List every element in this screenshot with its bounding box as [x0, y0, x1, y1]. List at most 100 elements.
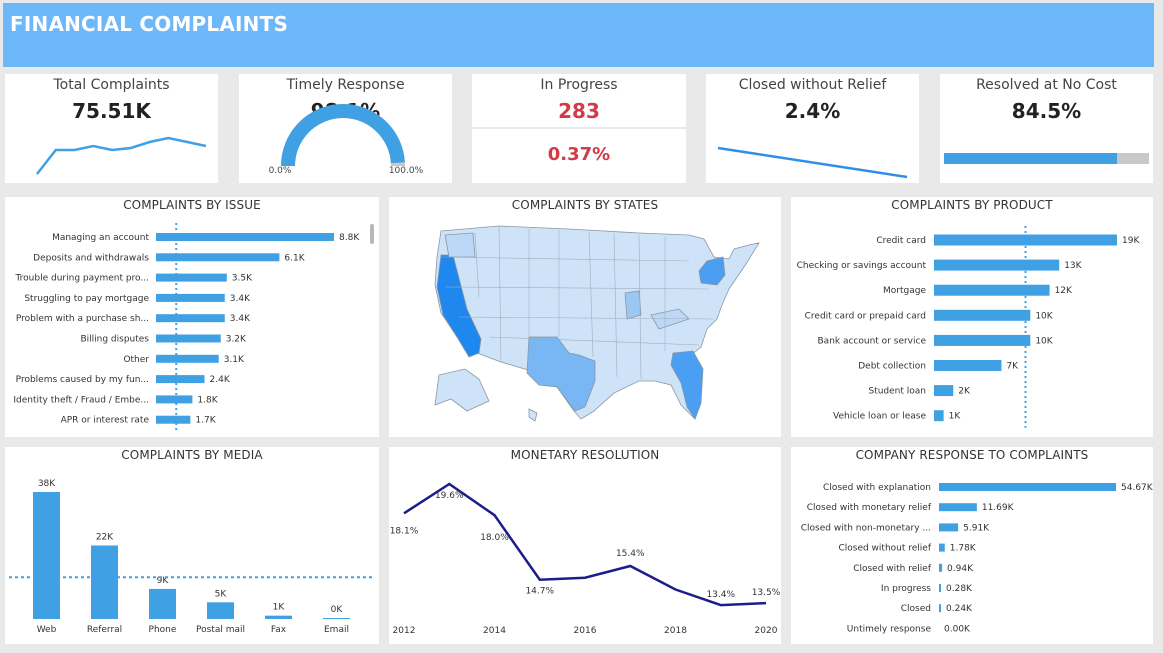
- bar: [156, 233, 334, 241]
- panel-title: COMPLAINTS BY STATES: [511, 198, 659, 212]
- kpi-in-progress[interactable]: In Progress 283 0.37%: [472, 74, 686, 183]
- point-label: 19.6%: [435, 491, 464, 501]
- bar: [939, 523, 959, 532]
- product-bar-chart: Credit card 19K Checking or savings accoun…: [797, 226, 1140, 428]
- bar-category-label: Billing disputes: [80, 335, 149, 345]
- state-california: [436, 254, 482, 358]
- state-borders: [440, 226, 714, 380]
- gauge-min-label: 0.0%: [269, 166, 292, 176]
- panel-monetary-resolution[interactable]: MONETARY RESOLUTION 18.1% 19.6% 18.0% 14.7%…: [389, 447, 781, 644]
- kpi-resolved-no-cost[interactable]: Resolved at No Cost 84.5%: [940, 74, 1153, 183]
- bar-category-label: Vehicle loan or lease: [833, 412, 926, 422]
- panel-title: MONETARY RESOLUTION: [510, 448, 660, 462]
- bar: [156, 395, 193, 404]
- dashboard-header: FINANCIAL COMPLAINTS: [3, 3, 1154, 67]
- bar-category-label: Managing an account: [52, 233, 149, 243]
- panel-complaints-by-states[interactable]: COMPLAINTS BY STATES: [389, 197, 781, 437]
- scrollbar-thumb[interactable]: [370, 224, 374, 244]
- kpi-value: 2.4%: [784, 99, 841, 123]
- bar-category-label: Closed with non-monetary ...: [801, 523, 931, 533]
- bar: [934, 309, 1031, 321]
- bar-category-label: Trouble during payment pro...: [15, 274, 150, 284]
- x-tick-label: 2014: [483, 626, 506, 636]
- bar: [934, 334, 1031, 346]
- panel-title: COMPANY RESPONSE TO COMPLAINTS: [855, 448, 1089, 462]
- point-label: 18.0%: [480, 533, 509, 543]
- closed-trend-line: [717, 146, 908, 179]
- bar: [156, 415, 191, 424]
- x-tick-label: 2020: [755, 626, 778, 636]
- bar-category-label: Untimely response: [847, 624, 932, 634]
- bar: [323, 618, 350, 619]
- x-tick-label: 2016: [574, 626, 597, 636]
- bar-category-label: Problem with a purchase sh...: [16, 314, 149, 324]
- bar-category-label: Deposits and withdrawals: [33, 253, 149, 263]
- panel-complaints-by-issue[interactable]: COMPLAINTS BY ISSUE Managing an account 8…: [5, 197, 379, 437]
- bar-value-label: 5K: [215, 589, 228, 599]
- bar-category-label: Credit card: [876, 236, 926, 246]
- bar: [939, 604, 941, 613]
- bar-category-label: Closed with relief: [853, 564, 932, 574]
- x-tick-label: 2012: [393, 626, 416, 636]
- bar-category-label: Web: [37, 625, 57, 635]
- kpi-value: 75.51K: [72, 99, 151, 123]
- kpi-timely-response[interactable]: Timely Response 98.1% 0.0% 100.0%: [239, 74, 452, 183]
- bar: [265, 615, 292, 619]
- point-label: 13.5%: [752, 588, 781, 598]
- states-map: [434, 225, 760, 422]
- bar: [939, 584, 941, 592]
- bar: [149, 588, 176, 619]
- bar-category-label: Problems caused by my fun...: [16, 375, 149, 385]
- kpi-total-complaints[interactable]: Total Complaints 75.51K: [5, 74, 218, 183]
- point-label: 18.1%: [390, 526, 419, 536]
- bar-value-label: 19K: [1122, 236, 1140, 246]
- kpi-value: 283: [558, 99, 600, 123]
- gauge-max-label: 100.0%: [389, 166, 424, 176]
- bar: [934, 284, 1050, 296]
- bar: [156, 293, 225, 302]
- point-label: 15.4%: [616, 549, 645, 559]
- bar: [934, 234, 1117, 246]
- state-new-york: [698, 256, 726, 286]
- bar-value-label: 3.2K: [226, 335, 247, 345]
- state-illinois: [624, 290, 642, 320]
- kpi-closed-without-relief[interactable]: Closed without Relief 2.4%: [706, 74, 919, 183]
- bar-category-label: Postal mail: [196, 625, 245, 635]
- bar-category-label: Email: [324, 625, 349, 635]
- state-washington-oregon: [444, 232, 476, 258]
- kpi-value: 84.5%: [1011, 99, 1082, 123]
- bar-category-label: APR or interest rate: [61, 416, 150, 426]
- panel-complaints-by-media[interactable]: COMPLAINTS BY MEDIA 38K Web 22K Referral 9K P…: [5, 447, 379, 644]
- progress-fill: [944, 153, 1118, 164]
- bar-value-label: 22K: [96, 532, 114, 542]
- bar: [934, 410, 944, 422]
- bar: [207, 602, 234, 619]
- bar-value-label: 1.7K: [195, 416, 216, 426]
- bar-value-label: 38K: [38, 479, 56, 489]
- kpi-title: Resolved at No Cost: [976, 77, 1117, 93]
- kpi-title: Closed without Relief: [738, 77, 887, 93]
- bar: [939, 483, 1116, 491]
- bar-category-label: Referral: [87, 625, 122, 635]
- bar-value-label: 3.4K: [230, 294, 251, 304]
- panel-company-response[interactable]: COMPANY RESPONSE TO COMPLAINTS Closed wi…: [791, 447, 1154, 644]
- bar: [156, 253, 280, 262]
- bar-value-label: 8.8K: [339, 233, 360, 243]
- bar: [156, 314, 225, 323]
- bar-value-label: 3.4K: [230, 314, 251, 324]
- bar-value-label: 12K: [1055, 286, 1073, 296]
- bar-category-label: Closed with explanation: [823, 483, 931, 493]
- bar: [934, 385, 954, 397]
- bar-value-label: 0K: [331, 605, 344, 615]
- bar-category-label: Mortgage: [883, 286, 926, 296]
- panel-title: COMPLAINTS BY MEDIA: [121, 448, 263, 462]
- bar: [156, 334, 221, 343]
- bar: [939, 503, 977, 512]
- issue-bar-chart: Managing an account 8.8K Deposits and with…: [13, 223, 360, 432]
- bar-category-label: Struggling to pay mortgage: [24, 294, 149, 304]
- panel-complaints-by-product[interactable]: COMPLAINTS BY PRODUCT Credit card 19K Chec…: [791, 197, 1153, 437]
- sparkline-line: [36, 136, 207, 175]
- bar-category-label: Checking or savings account: [797, 261, 927, 271]
- bar-category-label: Closed without relief: [838, 544, 931, 554]
- bar-value-label: 6.1K: [284, 253, 305, 263]
